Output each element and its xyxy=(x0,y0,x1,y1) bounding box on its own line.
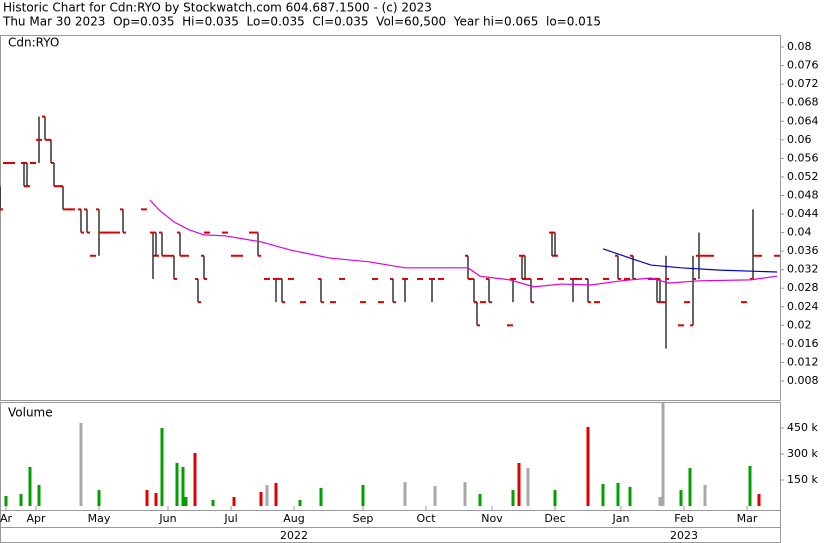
y-tick-label: 0.06 xyxy=(787,133,812,146)
volume-bar xyxy=(160,428,164,506)
volume-bar xyxy=(265,485,269,506)
y-tick-label: 0.024 xyxy=(787,300,819,313)
x-tick-label: Jul xyxy=(223,512,237,525)
y-tick-label: 0.068 xyxy=(787,96,819,109)
symbol-label: Cdn:RYO xyxy=(8,36,59,50)
y-tick-label: 0.076 xyxy=(787,59,819,72)
volume-bar xyxy=(145,490,149,506)
volume-bar xyxy=(553,490,557,506)
moving-average xyxy=(602,248,778,273)
x-tick-label: Jan xyxy=(612,512,630,525)
x-tick-label: Oct xyxy=(416,512,436,525)
volume-bar xyxy=(433,486,437,506)
y-tick-label: 0.072 xyxy=(787,77,819,90)
volume-bar xyxy=(259,491,263,506)
volume-bar xyxy=(28,467,32,506)
volume-bar xyxy=(628,486,632,506)
price-panel xyxy=(0,35,781,401)
y-tick-label: 0.032 xyxy=(787,263,819,276)
chart-title: Historic Chart for Cdn:RYO by Stockwatch… xyxy=(3,1,432,15)
chart-subtitle: Thu Mar 30 2023 Op=0.035 Hi=0.035 Lo=0.0… xyxy=(2,15,601,29)
volume-bar xyxy=(184,496,188,506)
volume-bar xyxy=(211,499,215,506)
volume-bar xyxy=(517,463,521,506)
y-tick-label: 450 k xyxy=(787,421,818,434)
y-tick-label: 0.052 xyxy=(787,170,819,183)
x-tick-label: Nov xyxy=(481,512,503,525)
y-tick-label: 0.016 xyxy=(787,337,819,350)
x-tick-label: Jun xyxy=(158,512,176,525)
y-tick-label: 0.08 xyxy=(787,40,812,53)
year-label: 2023 xyxy=(670,529,698,542)
volume-bar xyxy=(175,463,179,506)
y-tick-label: 0.04 xyxy=(787,226,812,239)
volume-bar xyxy=(19,494,23,506)
x-tick-label: Ar xyxy=(0,512,12,525)
y-tick-label: 0.028 xyxy=(787,281,819,294)
y-tick-label: 0.056 xyxy=(787,151,819,164)
volume-bar xyxy=(319,487,323,506)
y-tick-label: 0.008 xyxy=(787,374,819,387)
volume-bar xyxy=(757,494,761,506)
volume-bar xyxy=(181,467,185,506)
volume-bar xyxy=(193,452,197,506)
volume-bar xyxy=(511,490,515,506)
volume-bar xyxy=(586,426,590,506)
y-tick-label: 0.048 xyxy=(787,188,819,201)
y-tick-label: 0.02 xyxy=(787,318,812,331)
volume-bar xyxy=(4,495,8,506)
volume-bar xyxy=(748,465,752,506)
volume-bar xyxy=(79,422,83,506)
volume-bar xyxy=(37,485,41,506)
x-tick-label: May xyxy=(88,512,111,525)
year-label: 2022 xyxy=(280,529,308,542)
volume-bar xyxy=(658,496,662,506)
volume-bar xyxy=(526,468,530,506)
volume-bar xyxy=(361,485,365,506)
volume-bar xyxy=(154,493,158,506)
volume-bar xyxy=(463,482,467,506)
y-tick-label: 300 k xyxy=(787,447,818,460)
x-tick-label: Apr xyxy=(26,512,46,525)
volume-bar xyxy=(403,482,407,506)
volume-bar xyxy=(274,482,278,506)
moving-average xyxy=(149,199,778,288)
volume-bar xyxy=(679,490,683,506)
x-tick-label: Sep xyxy=(353,512,374,525)
volume-bar xyxy=(232,496,236,506)
y-tick-label: 0.012 xyxy=(787,355,819,368)
volume-bar xyxy=(298,499,302,506)
volume-bar xyxy=(688,468,692,506)
y-tick-label: 150 k xyxy=(787,473,818,486)
volume-label: Volume xyxy=(8,406,53,420)
volume-bar xyxy=(97,490,101,506)
volume-bar xyxy=(703,485,707,506)
y-tick-label: 0.036 xyxy=(787,244,819,257)
y-tick-label: 0.044 xyxy=(787,207,819,220)
volume-bar xyxy=(661,403,665,506)
x-tick-label: Mar xyxy=(737,512,758,525)
volume-bar xyxy=(601,483,605,506)
x-tick-label: Aug xyxy=(283,512,304,525)
volume-bar xyxy=(478,494,482,506)
x-tick-label: Dec xyxy=(544,512,565,525)
x-tick-label: Feb xyxy=(674,512,693,525)
y-tick-label: 0.064 xyxy=(787,114,819,127)
volume-bar xyxy=(616,482,620,506)
